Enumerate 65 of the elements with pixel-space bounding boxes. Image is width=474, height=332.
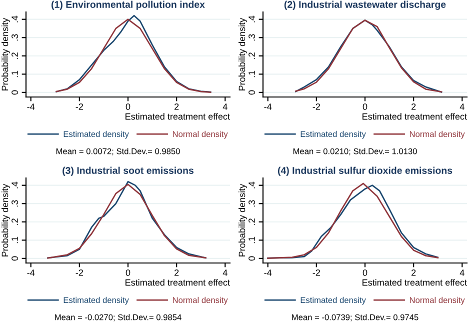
text: Mean = -0.0270; Std.Dev.= 0.9854 (55, 314, 182, 322)
x-axis-title: Estimated treatment effect (126, 113, 230, 120)
x-tick-label: 4 (222, 104, 228, 110)
y-axis-title: Probability density (2, 18, 10, 90)
x-tick-label: 0 (126, 103, 130, 110)
chart-title: (2) Industrial wastewater discharge (284, 0, 446, 10)
x-tick-label: -4 (27, 104, 35, 110)
y-tick-label: .1 (12, 236, 18, 244)
x-tick-label: 4 (460, 104, 464, 110)
y-tick-label: .4 (12, 16, 18, 22)
x-tick-label: 2 (174, 269, 179, 276)
x-tick-label: 0 (362, 269, 368, 276)
x-tick-label: -4 (264, 270, 272, 276)
x-tick-label: 0 (126, 269, 130, 276)
x-axis-title: Estimated treatment effect (362, 279, 467, 286)
text: Estimated density (300, 296, 366, 305)
line-series (295, 20, 442, 93)
legend-label: Estimated density (64, 130, 129, 139)
x-tick-label: -2 (312, 103, 320, 110)
x-tick-label: 4 (222, 270, 228, 276)
y-tick-label: .3 (248, 200, 255, 207)
x-tick-label: -4 (27, 270, 35, 276)
y-tick-label: .3 (248, 34, 255, 41)
x-tick-label: 2 (174, 103, 179, 110)
legend-label: Normal density (410, 296, 465, 305)
x-tick-label: -2 (76, 269, 83, 276)
legend-label: Normal density (172, 130, 228, 139)
y-tick-label: .2 (248, 52, 255, 59)
y-tick-label: .3 (12, 200, 18, 207)
text: Mean = -0.0739; Std.Dev.= 0.9745 (292, 314, 418, 322)
y-tick-label: .2 (12, 218, 18, 225)
legend-label: Normal density (410, 130, 465, 139)
legend-label: Estimated density (64, 296, 129, 305)
chart-title: (4) Industrial sulfur dioxide emissions (278, 166, 452, 176)
x-tick-label: 0 (362, 103, 368, 110)
chart-title: (3) Industrial soot emissions (62, 166, 194, 176)
x-tick-label: -4 (264, 104, 272, 110)
y-tick-label: .4 (12, 182, 18, 188)
y-tick-label: .1 (12, 70, 18, 78)
y-tick-label: 0 (248, 256, 255, 261)
y-tick-label: .1 (248, 236, 255, 244)
x-tick-label: 2 (412, 103, 416, 110)
y-axis-title: Probability density (238, 184, 247, 256)
legend-label: Normal density (172, 296, 228, 305)
text: Mean = 0.0072; Std.Dev.= 0.9850 (56, 148, 180, 156)
x-axis-title: Estimated treatment effect (126, 279, 230, 286)
x-axis-title: Estimated treatment effect (362, 113, 467, 120)
y-tick-label: 0 (12, 90, 18, 95)
x-tick-label: 4 (460, 270, 464, 276)
y-axis-title: Probability density (238, 18, 247, 90)
y-tick-label: .3 (12, 34, 18, 41)
y-tick-label: 0 (248, 90, 255, 95)
text: Mean = 0.0210; Std.Dev.= 1.0130 (293, 148, 417, 156)
y-tick-label: .2 (12, 52, 18, 59)
y-tick-label: .2 (248, 218, 255, 225)
y-tick-label: .1 (248, 70, 255, 78)
x-tick-label: 2 (412, 269, 416, 276)
x-tick-label: -2 (76, 103, 83, 110)
y-tick-label: .4 (248, 16, 255, 22)
text: Estimated density (300, 130, 366, 139)
chart-title: (1) Environmental pollution index (52, 0, 205, 10)
y-axis-title: Probability density (2, 184, 10, 256)
y-tick-label: .4 (248, 182, 255, 188)
y-tick-label: 0 (12, 256, 18, 261)
x-tick-label: -2 (312, 269, 320, 276)
